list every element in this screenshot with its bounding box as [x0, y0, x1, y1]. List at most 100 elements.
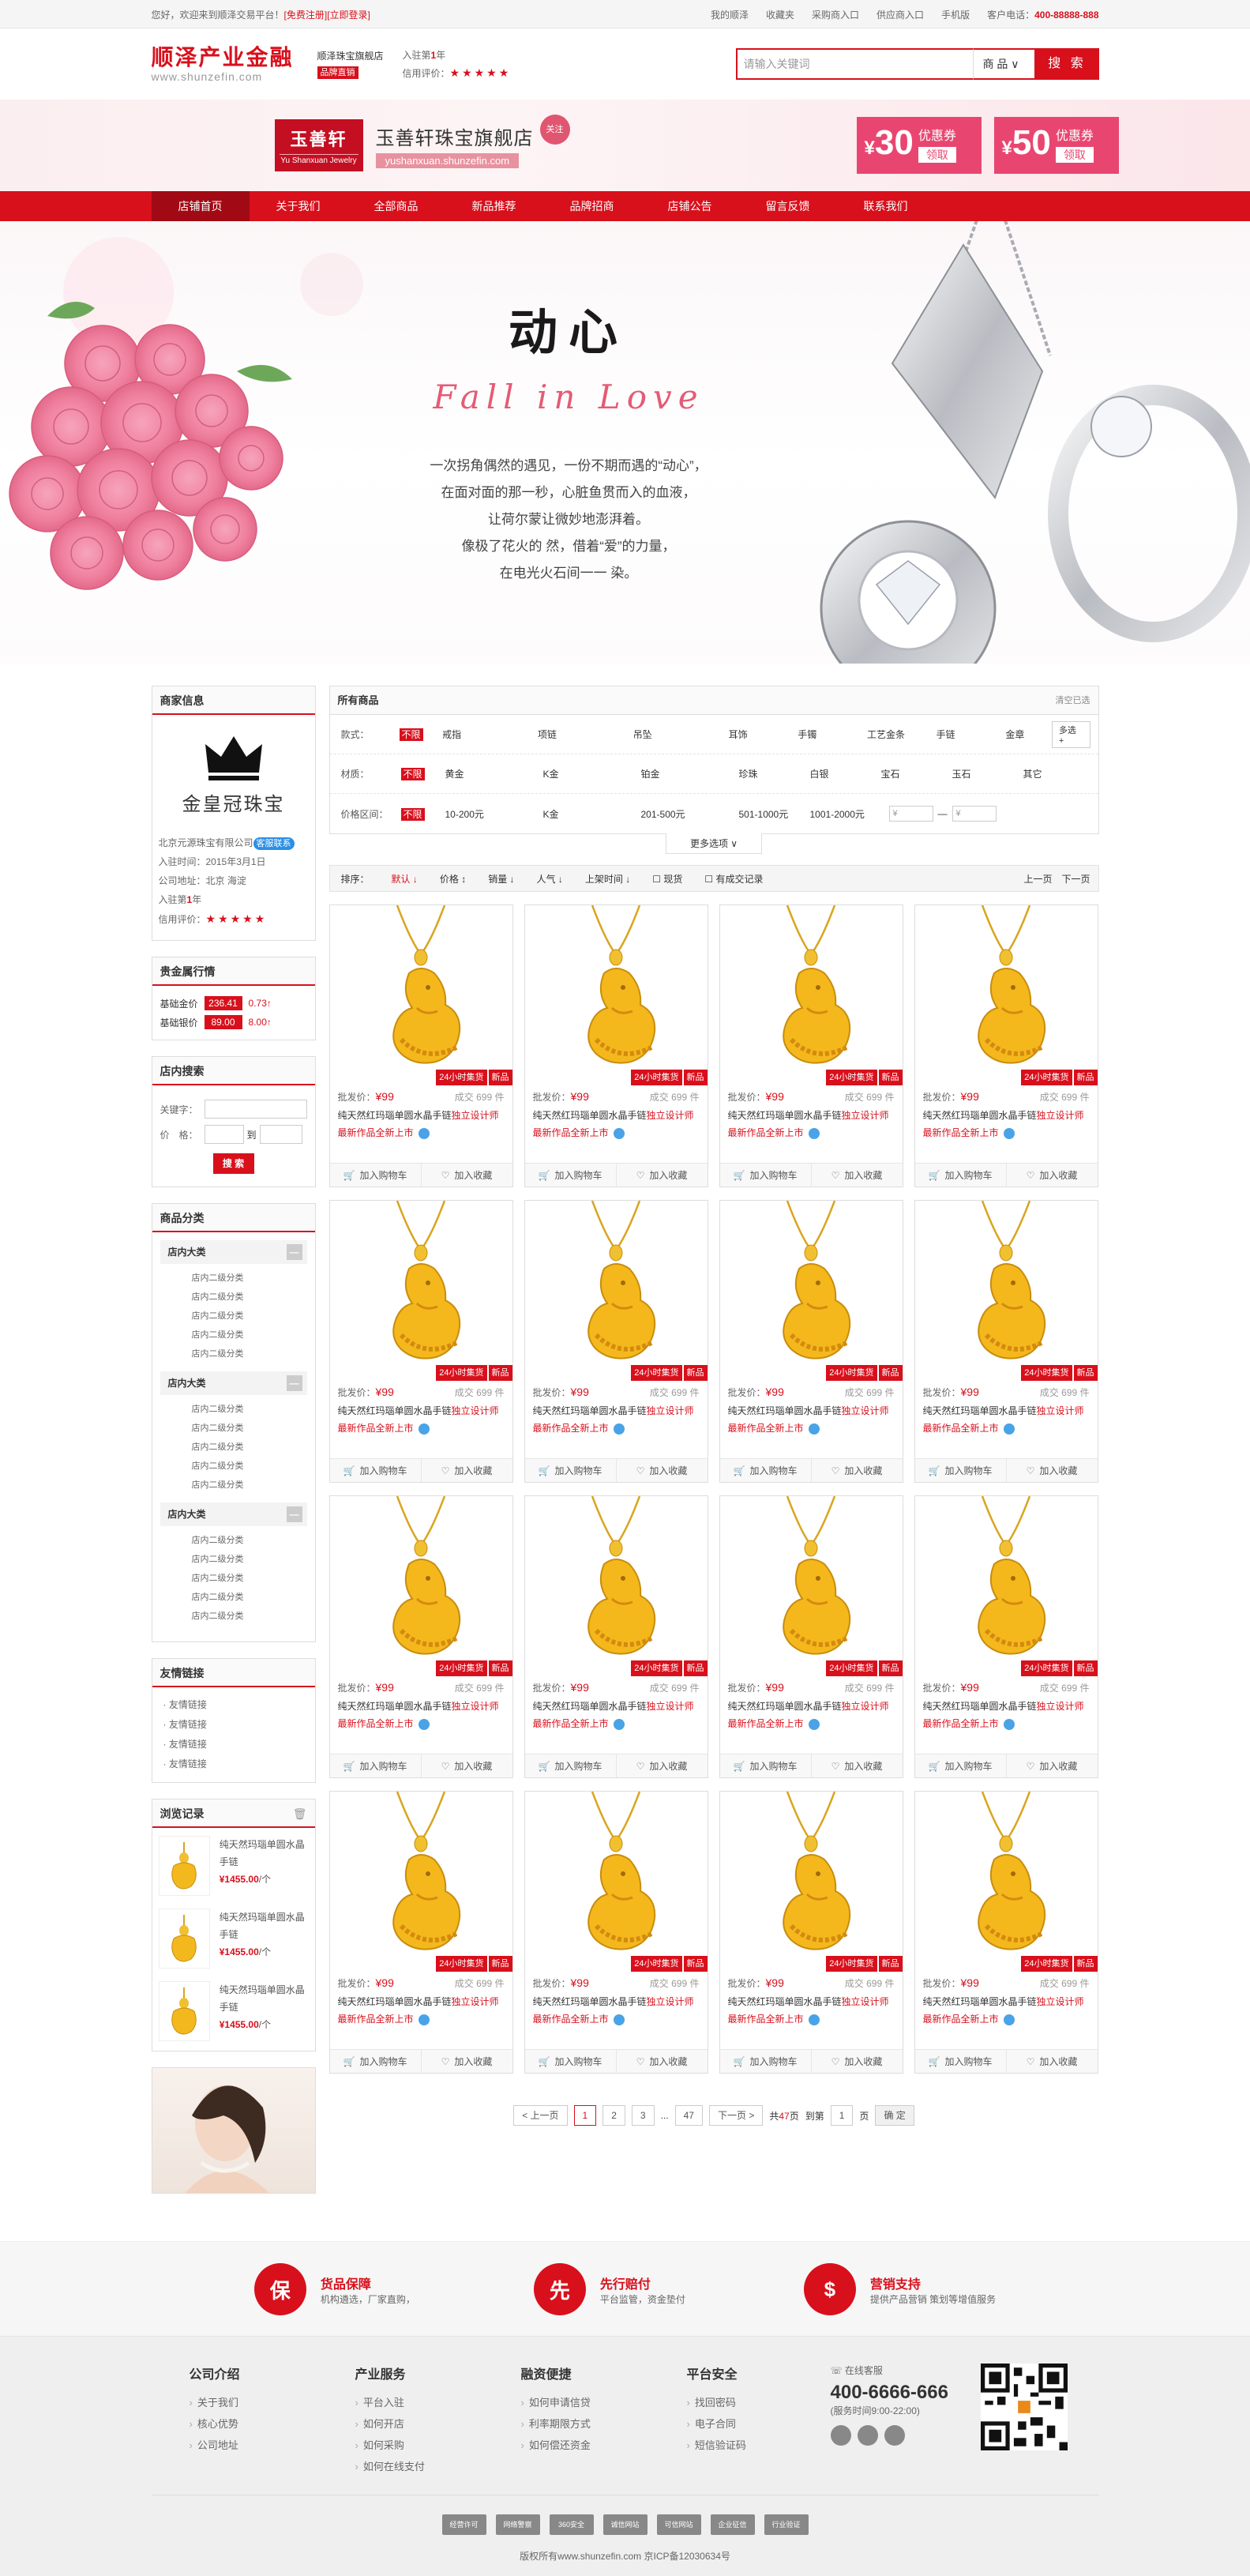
filter-option[interactable]: 不限: [400, 768, 425, 780]
next-page-link[interactable]: 下一页: [1061, 873, 1090, 885]
add-to-cart-button[interactable]: 🛒 加入购物车: [343, 1169, 407, 1182]
subcategory-item[interactable]: 店内二级分类: [191, 1330, 244, 1340]
product-name[interactable]: 纯天然红玛瑙单圆水晶手链独立设计师 最新作品全新上市: [922, 1405, 1084, 1435]
industry-badge[interactable]: 行业验证: [764, 2514, 809, 2535]
footer-link[interactable]: 如何开店: [355, 2413, 521, 2435]
filter-option[interactable]: 宝石: [880, 769, 900, 780]
product-card[interactable]: 24小时集货 新品 批发价：¥99 成交 699 件 纯天然红玛瑙单圆水晶手链独立设…: [524, 904, 708, 1187]
filter-option[interactable]: K金: [542, 769, 559, 780]
filter-option[interactable]: 黄金: [445, 769, 464, 780]
footer-link[interactable]: 短信验证码: [687, 2435, 831, 2456]
sort-default[interactable]: 默认 ↓: [391, 873, 418, 885]
shop-search-button[interactable]: 搜 索: [212, 1153, 254, 1174]
add-favorite-button[interactable]: ♡ 加入收藏: [1005, 1164, 1098, 1186]
prev-page-link[interactable]: 上一页: [1023, 873, 1053, 885]
coupon-30[interactable]: ¥30 优惠券 领取: [856, 117, 982, 174]
register-link[interactable]: [免费注册]: [283, 9, 328, 21]
footer-link[interactable]: 如何偿还资金: [521, 2435, 687, 2456]
collapse-icon[interactable]: —: [286, 1244, 302, 1260]
product-card[interactable]: 24小时集货 新品 批发价：¥99 成交 699 件 纯天然红玛瑙单圆水晶手链独立设…: [719, 1791, 903, 2074]
product-name[interactable]: 纯天然红玛瑙单圆水晶手链独立设计师 最新作品全新上市: [532, 1701, 694, 1730]
product-card[interactable]: 24小时集货 新品 批发价：¥99 成交 699 件 纯天然红玛瑙单圆水晶手链独立设…: [719, 1495, 903, 1778]
product-name[interactable]: 纯天然红玛瑙单圆水晶手链独立设计师 最新作品全新上市: [337, 1110, 499, 1139]
nav-notice[interactable]: 店铺公告: [667, 200, 712, 212]
enterprise-badge[interactable]: 企业征信: [710, 2514, 755, 2535]
online-service-link[interactable]: 在线客服: [844, 2365, 883, 2376]
add-favorite-button[interactable]: ♡ 加入收藏: [420, 1459, 512, 1482]
footer-link[interactable]: 如何申请信贷: [521, 2392, 687, 2413]
footer-link[interactable]: 利率期限方式: [521, 2413, 687, 2435]
add-favorite-button[interactable]: ♡ 加入收藏: [420, 2050, 512, 2073]
product-card[interactable]: 24小时集货 新品 批发价：¥99 成交 699 件 纯天然红玛瑙单圆水晶手链独立设…: [524, 1200, 708, 1483]
filter-option[interactable]: 1001-2000元: [809, 808, 865, 820]
add-to-cart-button[interactable]: 🛒 加入购物车: [928, 2055, 993, 2068]
filter-option[interactable]: 10-200元: [445, 808, 484, 820]
footer-link[interactable]: 如何采购: [355, 2435, 521, 2456]
add-to-cart-button[interactable]: 🛒 加入购物车: [733, 1169, 798, 1182]
product-card[interactable]: 24小时集货 新品 批发价：¥99 成交 699 件 纯天然红玛瑙单圆水晶手链独立设…: [328, 904, 513, 1187]
subcategory-item[interactable]: 店内二级分类: [191, 1349, 244, 1359]
product-card[interactable]: 24小时集货 新品 批发价：¥99 成交 699 件 纯天然红玛瑙单圆水晶手链独立设…: [719, 904, 903, 1187]
subcategory-item[interactable]: 店内二级分类: [191, 1593, 244, 1602]
product-image[interactable]: 24小时集货 新品: [915, 905, 1098, 1085]
filter-option[interactable]: 项链: [537, 729, 557, 740]
price-min-input[interactable]: [204, 1125, 244, 1144]
pager-page[interactable]: 1: [573, 2105, 597, 2126]
product-name[interactable]: 纯天然红玛瑙单圆水晶手链独立设计师 最新作品全新上市: [922, 1701, 1084, 1730]
subcategory-item[interactable]: 店内二级分类: [191, 1405, 244, 1414]
add-to-cart-button[interactable]: 🛒 加入购物车: [343, 2055, 407, 2068]
add-favorite-button[interactable]: ♡ 加入收藏: [615, 1164, 708, 1186]
add-favorite-button[interactable]: ♡ 加入收藏: [1005, 1754, 1098, 1777]
friend-link[interactable]: · 友情链接: [163, 1758, 207, 1769]
safety-badge[interactable]: 360安全: [549, 2514, 594, 2535]
subcategory-item[interactable]: 店内二级分类: [191, 1311, 244, 1321]
friend-link[interactable]: · 友情链接: [163, 1719, 207, 1730]
nav-all-products[interactable]: 全部商品: [373, 200, 419, 212]
footer-link[interactable]: 关于我们: [190, 2392, 355, 2413]
add-to-cart-button[interactable]: 🛒 加入购物车: [928, 1465, 993, 1477]
footer-link[interactable]: 核心优势: [190, 2413, 355, 2435]
footer-link[interactable]: 电子合同: [687, 2413, 831, 2435]
price-from-input[interactable]: ¥: [888, 806, 933, 822]
product-card[interactable]: 24小时集货 新品 批发价：¥99 成交 699 件 纯天然红玛瑙单圆水晶手链独立设…: [524, 1495, 708, 1778]
filter-option[interactable]: 201-500元: [640, 808, 685, 820]
product-name[interactable]: 纯天然红玛瑙单圆水晶手链独立设计师 最新作品全新上市: [922, 1996, 1084, 2025]
subcategory-item[interactable]: 店内二级分类: [191, 1423, 244, 1433]
filter-option[interactable]: 铂金: [640, 769, 660, 780]
product-image[interactable]: 24小时集货 新品: [720, 1792, 903, 1972]
add-to-cart-button[interactable]: 🛒 加入购物车: [538, 1465, 602, 1477]
has-deal-checkbox[interactable]: ☐ 有成交记录: [704, 873, 764, 885]
nav-new[interactable]: 新品推荐: [471, 200, 516, 212]
footer-link[interactable]: 公司地址: [190, 2435, 355, 2456]
product-name[interactable]: 纯天然红玛瑙单圆水晶手链独立设计师 最新作品全新上市: [532, 1110, 694, 1139]
goto-page-button[interactable]: 确 定: [875, 2105, 914, 2126]
sort-time[interactable]: 上架时间 ↓: [584, 873, 631, 885]
product-name[interactable]: 纯天然红玛瑙单圆水晶手链独立设计师 最新作品全新上市: [922, 1110, 1084, 1139]
product-card[interactable]: 24小时集货 新品 批发价：¥99 成交 699 件 纯天然红玛瑙单圆水晶手链独立设…: [328, 1495, 513, 1778]
filter-option[interactable]: 501-1000元: [738, 808, 789, 820]
nav-home[interactable]: 店铺首页: [151, 191, 250, 221]
search-type-select[interactable]: 商 品 ∨: [972, 48, 1036, 80]
friend-link[interactable]: · 友情链接: [163, 1739, 207, 1750]
add-favorite-button[interactable]: ♡ 加入收藏: [615, 1754, 708, 1777]
subcategory-item[interactable]: 店内二级分类: [191, 1574, 244, 1583]
product-card[interactable]: 24小时集货 新品 批发价：¥99 成交 699 件 纯天然红玛瑙单圆水晶手链独立设…: [719, 1200, 903, 1483]
goto-page-input[interactable]: 1: [830, 2105, 854, 2126]
sort-popularity[interactable]: 人气 ↓: [536, 873, 563, 885]
product-name[interactable]: 纯天然红玛瑙单圆水晶手链独立设计师 最新作品全新上市: [727, 1701, 889, 1730]
product-image[interactable]: 24小时集货 新品: [525, 1201, 708, 1381]
hero-banner[interactable]: 动心 Fall in Love 一次拐角偶然的遇见，一份不期而遇的“动心”， 在…: [0, 221, 1250, 664]
history-item[interactable]: 纯天然玛瑙单圆水晶手链 ¥1455.00/个: [152, 1901, 315, 1973]
nav-about[interactable]: 关于我们: [276, 200, 321, 212]
product-name[interactable]: 纯天然红玛瑙单圆水晶手链独立设计师 最新作品全新上市: [337, 1701, 499, 1730]
keyword-input[interactable]: [204, 1100, 307, 1119]
product-name[interactable]: 纯天然红玛瑙单圆水晶手链独立设计师 最新作品全新上市: [532, 1996, 694, 2025]
nav-contact[interactable]: 联系我们: [863, 200, 908, 212]
add-to-cart-button[interactable]: 🛒 加入购物车: [538, 1169, 602, 1182]
credit-badge[interactable]: 诚信网站: [602, 2514, 648, 2535]
license-badge[interactable]: 经营许可: [441, 2514, 486, 2535]
product-name[interactable]: 纯天然红玛瑙单圆水晶手链独立设计师 最新作品全新上市: [532, 1405, 694, 1435]
product-card[interactable]: 24小时集货 新品 批发价：¥99 成交 699 件 纯天然红玛瑙单圆水晶手链独立设…: [328, 1791, 513, 2074]
product-image[interactable]: 24小时集货 新品: [720, 905, 903, 1085]
my-account-link[interactable]: 我的顺泽: [711, 9, 749, 21]
